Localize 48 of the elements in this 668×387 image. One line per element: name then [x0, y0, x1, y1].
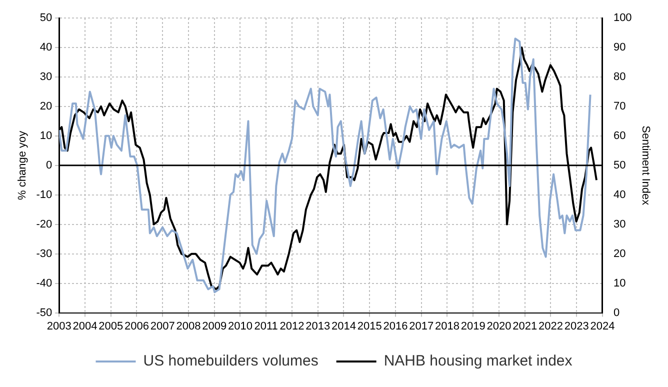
x-tick-label: 2004 — [72, 320, 98, 332]
x-tick-label: 2022 — [538, 320, 563, 332]
y2-tick-label: 50 — [613, 159, 626, 172]
y-tick-label: 0 — [46, 159, 52, 172]
y2-tick-label: 60 — [613, 130, 626, 142]
x-tick-label: 2016 — [383, 320, 408, 332]
x-tick-label: 2021 — [512, 320, 538, 332]
legend-label: NAHB housing market index — [384, 352, 573, 370]
y-tick-label: 50 — [40, 12, 52, 24]
y-tick-label: 40 — [40, 42, 52, 54]
x-tick-label: 2009 — [202, 320, 227, 332]
x-tick-label: 2010 — [228, 320, 252, 332]
x-tick-label: 2020 — [486, 320, 512, 332]
y2-tick-label: 10 — [613, 277, 626, 290]
x-tick-label: 2018 — [434, 320, 460, 332]
y2-tick-label: 30 — [613, 218, 626, 230]
x-tick-label: 2006 — [124, 320, 149, 332]
y2-tick-label: 90 — [613, 42, 626, 54]
y-tick-label: 30 — [40, 70, 52, 83]
y-tick-label: -40 — [36, 277, 52, 290]
x-tick-label: 2014 — [331, 320, 356, 332]
y-axis-title: % change yoy — [16, 130, 29, 200]
x-tick-label: 2015 — [357, 320, 382, 332]
x-tick-label: 2012 — [280, 320, 304, 332]
x-tick-label: 2011 — [254, 320, 278, 332]
y-tick-label: -50 — [36, 306, 52, 319]
y2-tick-label: 100 — [613, 12, 632, 24]
y2-tick-label: 0 — [613, 306, 620, 319]
x-tick-label: 2017 — [409, 320, 434, 332]
x-tick-label: 2003 — [46, 320, 72, 332]
x-tick-label: 2013 — [306, 320, 330, 332]
y-tick-label: -10 — [36, 188, 52, 201]
x-tick-label: 2005 — [98, 320, 124, 332]
x-tick-label: 2023 — [564, 320, 589, 332]
y-tick-label: 10 — [40, 130, 52, 142]
y2-tick-label: 20 — [613, 248, 626, 260]
x-tick-label: 2019 — [460, 320, 486, 332]
legend-label: US homebuilders volumes — [143, 352, 318, 370]
x-tick-label: 2024 — [590, 320, 615, 332]
y2-axis-title: Sentiment Index — [639, 126, 652, 206]
y-tick-label: -30 — [36, 248, 52, 260]
x-tick-label: 2008 — [176, 320, 201, 332]
y2-tick-label: 40 — [613, 188, 626, 201]
y2-tick-label: 70 — [613, 100, 626, 112]
y-tick-label: 20 — [40, 100, 52, 112]
y2-tick-label: 80 — [613, 70, 626, 83]
x-tick-label: 2007 — [150, 320, 175, 332]
y-tick-label: -20 — [36, 218, 52, 230]
